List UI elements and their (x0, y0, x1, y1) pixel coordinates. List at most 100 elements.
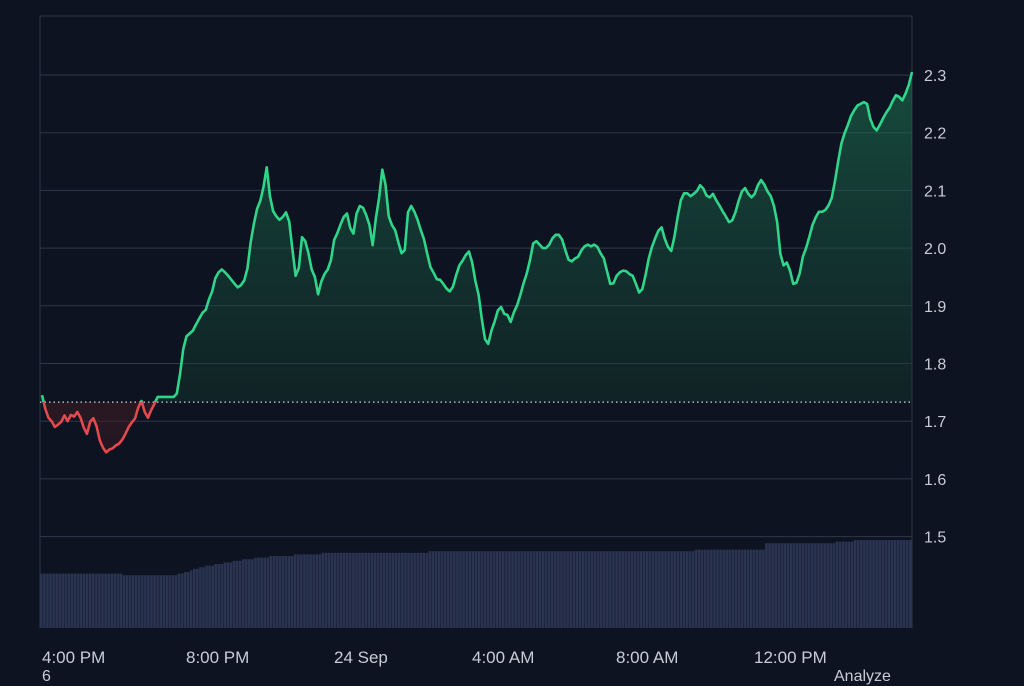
volume-bars (40, 540, 912, 628)
price-line-up (40, 71, 914, 403)
volume-bar (107, 573, 110, 628)
volume-bar (382, 552, 386, 628)
volume-bar (606, 551, 609, 628)
volume-bar (361, 552, 364, 628)
volume-bar (257, 557, 260, 628)
volume-bar (670, 551, 673, 628)
volume-bar (841, 541, 845, 628)
volume-bar (587, 551, 591, 628)
volume-bar (55, 573, 58, 628)
volume-bar (183, 572, 187, 628)
x-tick-label: 8:00 PM (186, 648, 249, 667)
volume-bar (869, 540, 872, 628)
volume-bar (263, 557, 267, 628)
volume-bar (119, 573, 123, 628)
volume-bar (43, 573, 46, 628)
volume-bar (511, 551, 514, 628)
volume-bar (76, 573, 80, 628)
area-below-baseline (42, 402, 912, 453)
y-tick-label: 2.1 (924, 183, 946, 200)
volume-bar (768, 543, 771, 628)
volume-bar (633, 551, 637, 628)
volume-bar (713, 549, 716, 628)
volume-bar (881, 540, 885, 628)
volume-bar (281, 556, 285, 628)
volume-bar (453, 551, 456, 628)
volume-bar (526, 551, 530, 628)
volume-bar (128, 575, 132, 628)
volume-bar (887, 540, 891, 628)
volume-bar (578, 551, 582, 628)
volume-bar (177, 573, 181, 628)
volume-bar (367, 552, 371, 628)
volume-bar (710, 549, 713, 628)
volume-bar (150, 575, 153, 628)
volume-bar (590, 551, 594, 628)
x-tick-label: 24 Sep (334, 648, 388, 667)
volume-bar (474, 551, 478, 628)
volume-bar (101, 573, 104, 628)
y-tick-label: 1.7 (924, 414, 946, 431)
volume-bar (863, 540, 866, 628)
volume-bar (88, 573, 92, 628)
volume-bar (645, 551, 649, 628)
volume-bar (434, 551, 438, 628)
volume-bar (651, 551, 655, 628)
volume-bar (508, 551, 511, 628)
volume-bar (814, 543, 817, 628)
volume-bar (64, 573, 68, 628)
volume-bar (189, 570, 193, 628)
volume-bar (725, 549, 729, 628)
volume-bar (569, 551, 572, 628)
volume-bar (324, 552, 328, 628)
volume-bar (269, 556, 273, 628)
volume-bar (700, 549, 704, 628)
volume-bar (480, 551, 484, 628)
volume-bar (544, 551, 548, 628)
volume-bar (202, 567, 205, 628)
volume-bar (661, 551, 664, 628)
volume-bar (602, 551, 606, 628)
volume-bar (312, 554, 315, 628)
volume-bar (266, 557, 270, 628)
volume-bar (648, 551, 652, 628)
volume-bar (673, 551, 677, 628)
volume-bar (847, 541, 851, 628)
volume-bar (850, 541, 854, 628)
volume-bar (192, 568, 196, 628)
volume-bar (165, 575, 169, 628)
volume-bar (186, 572, 190, 628)
volume-bar (110, 573, 114, 628)
volume-bar (884, 540, 888, 628)
volume-bar (795, 543, 799, 628)
volume-bar (275, 556, 279, 628)
volume-bar (792, 543, 796, 628)
analyze-button[interactable]: Analyze (834, 668, 891, 685)
volume-bar (303, 554, 306, 628)
volume-bar (52, 573, 55, 628)
volume-bar (104, 573, 107, 628)
volume-bar (823, 543, 826, 628)
volume-bar (523, 551, 527, 628)
volume-bar (364, 552, 367, 628)
volume-bar (789, 543, 793, 628)
y-tick-label: 2.0 (924, 241, 946, 258)
volume-bar (599, 551, 603, 628)
volume-bar (159, 575, 162, 628)
volume-bar (697, 549, 701, 628)
volume-bar (664, 551, 667, 628)
volume-bar (740, 549, 744, 628)
volume-bar (716, 549, 719, 628)
volume-bar (688, 551, 692, 628)
volume-bar (905, 540, 909, 628)
volume-bar (70, 573, 74, 628)
volume-bar (171, 575, 175, 628)
volume-bar (771, 543, 774, 628)
volume-bar (440, 551, 444, 628)
volume-bar (621, 551, 624, 628)
volume-bar (807, 543, 811, 628)
y-tick-label: 1.9 (924, 299, 946, 316)
volume-bar (278, 556, 282, 628)
volume-bar (893, 540, 897, 628)
